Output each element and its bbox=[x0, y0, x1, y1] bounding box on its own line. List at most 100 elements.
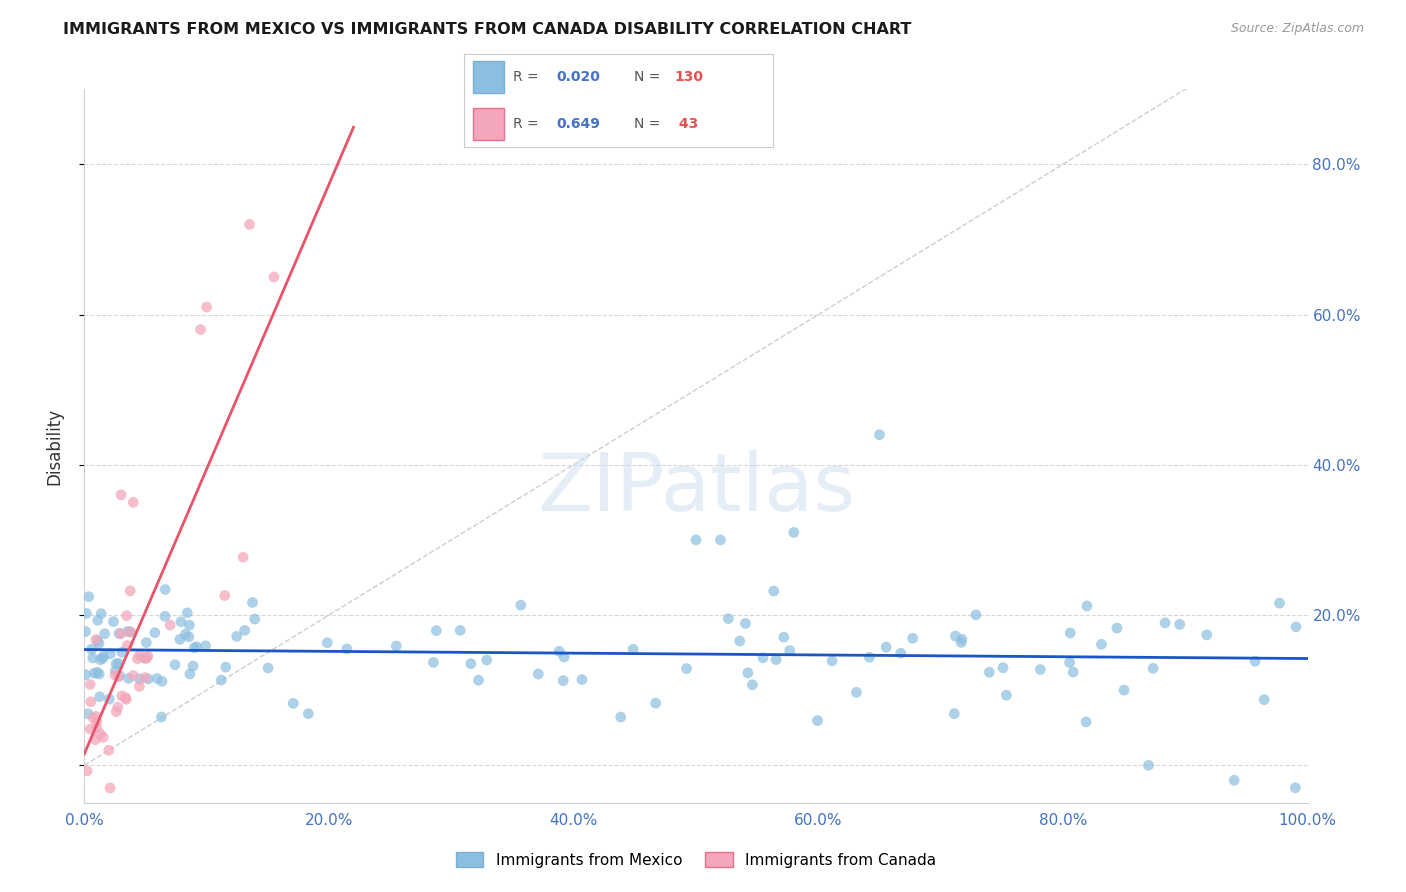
Point bbox=[128, 672, 150, 686]
Point bbox=[122, 495, 145, 509]
Point bbox=[709, 533, 731, 547]
Point bbox=[1059, 656, 1081, 670]
Point bbox=[143, 625, 166, 640]
Point bbox=[1114, 683, 1136, 698]
Point bbox=[89, 690, 111, 704]
Point bbox=[901, 632, 924, 646]
Text: 130: 130 bbox=[675, 70, 703, 84]
Point bbox=[194, 639, 217, 653]
Point bbox=[449, 624, 471, 638]
Point bbox=[114, 690, 136, 705]
Point bbox=[675, 662, 697, 676]
Point bbox=[283, 696, 305, 710]
Point bbox=[609, 710, 631, 724]
Point bbox=[170, 615, 193, 629]
Point bbox=[1090, 637, 1112, 651]
Point bbox=[1137, 758, 1160, 772]
Point bbox=[243, 612, 266, 626]
Point bbox=[214, 589, 236, 603]
Point bbox=[1168, 617, 1191, 632]
Point bbox=[135, 651, 157, 665]
Point bbox=[950, 632, 973, 647]
Point bbox=[1253, 692, 1275, 706]
Point bbox=[77, 706, 100, 721]
Point bbox=[75, 624, 97, 639]
Point bbox=[111, 689, 134, 703]
Point bbox=[86, 721, 108, 735]
Text: Source: ZipAtlas.com: Source: ZipAtlas.com bbox=[1230, 22, 1364, 36]
Point bbox=[177, 630, 200, 644]
Point bbox=[117, 672, 139, 686]
Point bbox=[965, 607, 987, 622]
Point bbox=[1076, 599, 1098, 613]
Point bbox=[1195, 628, 1218, 642]
Point bbox=[135, 651, 157, 665]
Point bbox=[1244, 654, 1267, 668]
Point bbox=[233, 624, 256, 638]
Point bbox=[460, 657, 482, 671]
Point bbox=[83, 666, 105, 681]
Legend: Immigrants from Mexico, Immigrants from Canada: Immigrants from Mexico, Immigrants from … bbox=[450, 846, 942, 873]
Point bbox=[765, 652, 787, 666]
Point bbox=[107, 657, 129, 671]
FancyBboxPatch shape bbox=[474, 61, 505, 93]
Point bbox=[79, 722, 101, 736]
Point bbox=[475, 653, 498, 667]
Point bbox=[98, 692, 121, 706]
Point bbox=[1074, 714, 1097, 729]
Point bbox=[90, 607, 112, 621]
Point bbox=[84, 732, 107, 747]
Point bbox=[425, 624, 447, 638]
FancyBboxPatch shape bbox=[474, 108, 505, 140]
Point bbox=[127, 651, 149, 665]
Point bbox=[105, 705, 128, 719]
Text: 0.020: 0.020 bbox=[557, 70, 600, 84]
Point bbox=[107, 700, 129, 714]
Text: IMMIGRANTS FROM MEXICO VS IMMIGRANTS FROM CANADA DISABILITY CORRELATION CHART: IMMIGRANTS FROM MEXICO VS IMMIGRANTS FRO… bbox=[63, 22, 911, 37]
Point bbox=[98, 780, 121, 795]
Point bbox=[190, 322, 212, 336]
Point bbox=[717, 612, 740, 626]
Point bbox=[93, 626, 115, 640]
Point bbox=[1105, 621, 1128, 635]
Point bbox=[135, 635, 157, 649]
Point bbox=[845, 685, 868, 699]
Point bbox=[120, 625, 142, 640]
Point bbox=[257, 661, 280, 675]
Point bbox=[134, 671, 156, 685]
Point bbox=[82, 711, 104, 725]
Point bbox=[76, 764, 98, 778]
Point bbox=[117, 639, 139, 653]
Point bbox=[120, 583, 142, 598]
Point bbox=[174, 627, 197, 641]
Point bbox=[108, 626, 131, 640]
Point bbox=[1142, 661, 1164, 675]
Point bbox=[136, 648, 159, 663]
Point bbox=[762, 584, 785, 599]
Point bbox=[752, 650, 775, 665]
Point bbox=[150, 710, 173, 724]
Point bbox=[111, 645, 134, 659]
Point bbox=[685, 533, 707, 547]
Point bbox=[128, 648, 150, 663]
Point bbox=[1285, 620, 1308, 634]
Point bbox=[181, 659, 204, 673]
Point bbox=[297, 706, 319, 721]
Point bbox=[772, 630, 794, 644]
Point bbox=[79, 677, 101, 691]
Point bbox=[179, 618, 201, 632]
Point bbox=[869, 427, 891, 442]
Point bbox=[153, 609, 176, 624]
Point bbox=[84, 709, 107, 723]
Point bbox=[136, 672, 159, 686]
Point bbox=[97, 743, 120, 757]
Point bbox=[943, 706, 966, 721]
Text: R =: R = bbox=[513, 70, 544, 84]
Point bbox=[232, 550, 254, 565]
Point bbox=[950, 635, 973, 649]
Text: N =: N = bbox=[634, 70, 665, 84]
Point bbox=[91, 651, 114, 665]
Point bbox=[467, 673, 489, 688]
Point bbox=[86, 633, 108, 648]
Point bbox=[553, 673, 575, 688]
